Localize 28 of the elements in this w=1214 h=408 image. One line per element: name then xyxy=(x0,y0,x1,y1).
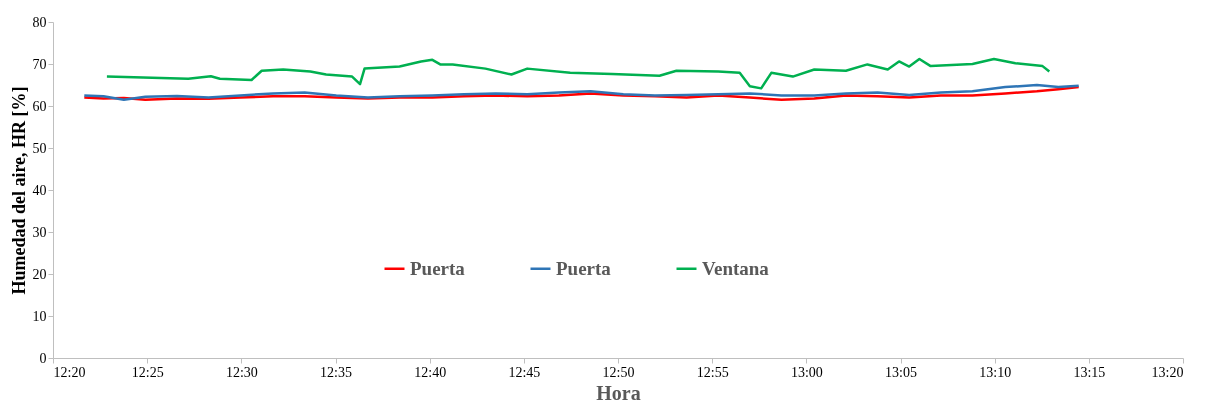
x-tick-label: 12:45 xyxy=(508,364,541,380)
x-tick-label: 13:10 xyxy=(979,364,1012,380)
x-tick-label: 12:30 xyxy=(225,364,258,380)
y-tick-label: 30 xyxy=(32,224,47,240)
y-tick-label: 0 xyxy=(39,350,47,366)
y-tick-label: 50 xyxy=(32,140,47,156)
x-tick-label: 12:20 xyxy=(53,364,86,380)
y-tick-label: 40 xyxy=(32,182,47,198)
x-tick-label: 13:15 xyxy=(1073,364,1106,380)
x-tick-label: 12:40 xyxy=(414,364,447,380)
y-tick-label: 60 xyxy=(32,98,47,114)
x-tick-label: 12:35 xyxy=(320,364,352,380)
legend-label: Ventana xyxy=(702,257,770,279)
y-tick-label: 80 xyxy=(32,14,47,30)
y-tick-label: 10 xyxy=(32,308,47,324)
x-tick-label: 13:00 xyxy=(790,364,823,380)
x-tick-label: 12:25 xyxy=(131,364,164,380)
legend-label: Puerta xyxy=(556,257,612,279)
x-tick-label: 12:55 xyxy=(696,364,729,380)
x-axis-title: Hora xyxy=(596,381,641,404)
y-tick-label: 20 xyxy=(32,266,47,282)
legend-label: Puerta xyxy=(410,257,466,279)
y-tick-label: 70 xyxy=(32,56,47,72)
x-tick-label: 13:20 xyxy=(1151,364,1184,380)
y-axis-title: Humedad del aire, HR [%] xyxy=(8,86,29,295)
x-tick-label: 13:05 xyxy=(885,364,917,380)
x-tick-label: 12:50 xyxy=(602,364,635,380)
line-series xyxy=(105,57,1051,90)
